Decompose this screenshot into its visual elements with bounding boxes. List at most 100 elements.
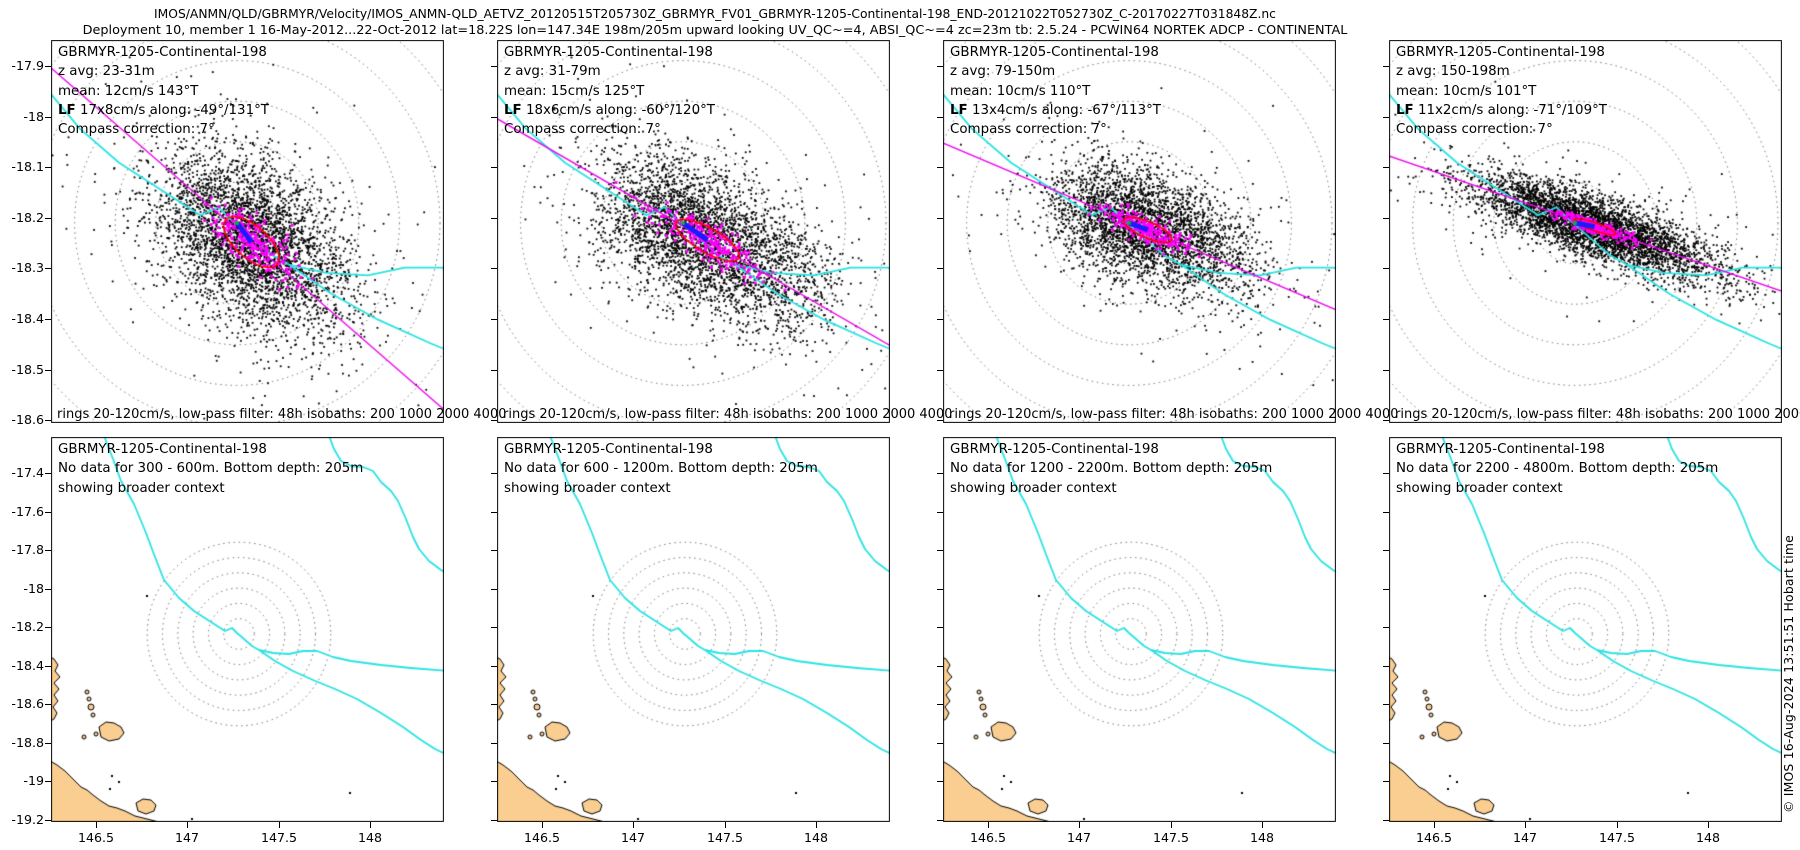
station-label: GBRMYR-1205-Continental-198 — [504, 442, 713, 457]
tick-mark — [45, 217, 51, 219]
map-panel-600-1200m: GBRMYR-1205-Continental-198 No data for … — [497, 437, 890, 822]
x-axis-tick-label: 147 — [1066, 830, 1092, 845]
panel-info-text: GBRMYR-1205-Continental-198 z avg: 23-31… — [58, 43, 269, 139]
tick-mark — [1383, 167, 1389, 169]
x-axis-tick-label: 147.5 — [1598, 830, 1636, 845]
depth-range-label: z avg: 150-198m — [1396, 64, 1510, 80]
y-axis-tick-label: -17.4 — [11, 465, 44, 480]
y-axis-tick-label: -19.2 — [11, 812, 44, 827]
panel-info-text: GBRMYR-1205-Continental-198 No data for … — [950, 440, 1272, 498]
station-label: GBRMYR-1205-Continental-198 — [504, 45, 713, 60]
rings-footer-label: rings 20-120cm/s, low-pass filter: 48h i… — [949, 407, 1397, 422]
map-canvas — [1389, 437, 1782, 822]
tick-mark — [1262, 822, 1263, 828]
lf-values: 11x2cm/s along: -71°/109°T — [1413, 102, 1607, 118]
tick-mark — [937, 550, 943, 552]
tick-mark — [1434, 822, 1435, 828]
tick-mark — [45, 588, 51, 590]
lf-prefix: LF — [58, 102, 76, 118]
tick-mark — [45, 66, 51, 67]
tick-mark — [491, 704, 497, 706]
station-label: GBRMYR-1205-Continental-198 — [58, 45, 267, 60]
tick-mark — [491, 217, 497, 219]
scatter-panel-depth-23-31m: GBRMYR-1205-Continental-198 z avg: 23-31… — [51, 40, 505, 423]
tick-mark — [370, 822, 371, 828]
y-axis-tick-label: -18.3 — [11, 260, 44, 276]
compass-correction-label: Compass correction: 7° — [504, 122, 661, 138]
y-axis-tick-label: -17.6 — [11, 503, 44, 519]
lf-values: 13x4cm/s along: -67°/113°T — [967, 102, 1161, 118]
map-canvas — [51, 437, 444, 822]
y-axis-tick-label: -18.8 — [11, 734, 44, 750]
x-axis-tick-label: 148 — [1249, 830, 1275, 845]
y-axis-tick-label: -18.1 — [11, 159, 44, 175]
tick-mark — [1383, 268, 1389, 270]
tick-mark — [1383, 550, 1389, 552]
tick-mark — [988, 822, 989, 828]
x-axis-tick-label: 147 — [174, 830, 200, 845]
tick-mark — [816, 822, 817, 828]
lowpass-stats-label: LF 18x6cm/s along: -60°/120°T — [504, 101, 715, 120]
tick-mark — [1383, 369, 1389, 371]
mean-current-label: mean: 15cm/s 125°T — [504, 83, 645, 99]
tick-mark — [491, 742, 497, 744]
tick-mark — [633, 822, 634, 828]
tick-mark — [937, 116, 943, 118]
tick-mark — [45, 369, 51, 371]
panel-info-text: GBRMYR-1205-Continental-198 No data for … — [58, 440, 363, 498]
tick-mark — [279, 822, 280, 828]
tick-mark — [491, 588, 497, 590]
rings-footer-label: rings 20-120cm/s, low-pass filter: 48h i… — [503, 407, 951, 422]
no-data-label: No data for 2200 - 4800m. Bottom depth: … — [1396, 461, 1719, 477]
x-axis-tick-label: 147.5 — [1152, 830, 1190, 845]
tick-mark — [491, 820, 497, 821]
y-axis-tick-label: -17.8 — [11, 542, 44, 558]
rings-footer-label: rings 20-120cm/s, low-pass filter: 48h i… — [1395, 407, 1800, 422]
y-axis-tick-label: -18 — [23, 580, 44, 596]
tick-mark — [491, 665, 497, 667]
map-canvas — [943, 437, 1336, 822]
tick-mark — [491, 167, 497, 169]
lf-prefix: LF — [504, 102, 522, 118]
lf-prefix: LF — [1396, 102, 1414, 118]
mean-current-label: mean: 10cm/s 110°T — [950, 83, 1091, 99]
tick-mark — [1383, 319, 1389, 320]
tick-mark — [491, 66, 497, 67]
lf-values: 18x6cm/s along: -60°/120°T — [521, 102, 715, 118]
station-label: GBRMYR-1205-Continental-198 — [58, 442, 267, 457]
panel-info-text: GBRMYR-1205-Continental-198 No data for … — [1396, 440, 1718, 498]
tick-mark — [725, 822, 726, 828]
tick-mark — [45, 704, 51, 706]
tick-mark — [45, 116, 51, 118]
tick-mark — [45, 665, 51, 667]
tick-mark — [1383, 511, 1389, 513]
tick-mark — [45, 167, 51, 169]
figure-subtitle-deployment: Deployment 10, member 1 16-May-2012...22… — [82, 23, 1348, 38]
y-axis-tick-label: -18.6 — [11, 696, 44, 712]
rings-footer-label: rings 20-120cm/s, low-pass filter: 48h i… — [57, 407, 505, 422]
station-label: GBRMYR-1205-Continental-198 — [950, 442, 1159, 457]
no-data-label: No data for 600 - 1200m. Bottom depth: 2… — [504, 461, 818, 477]
tick-mark — [45, 781, 51, 783]
tick-mark — [491, 473, 497, 474]
station-label: GBRMYR-1205-Continental-198 — [950, 45, 1159, 60]
tick-mark — [1383, 588, 1389, 590]
y-axis-tick-label: -18 — [23, 108, 44, 124]
tick-mark — [491, 369, 497, 371]
figure-title-filename: IMOS/ANMN/QLD/GBRMYR/Velocity/IMOS_ANMN-… — [154, 7, 1276, 21]
tick-mark — [45, 420, 51, 422]
tick-mark — [1708, 822, 1709, 828]
scatter-canvas — [51, 40, 444, 423]
lf-prefix: LF — [950, 102, 968, 118]
scatter-panel-depth-31-79m: GBRMYR-1205-Continental-198 z avg: 31-79… — [497, 40, 951, 423]
panel-info-text: GBRMYR-1205-Continental-198 No data for … — [504, 440, 818, 498]
tick-mark — [937, 473, 943, 474]
lowpass-stats-label: LF 13x4cm/s along: -67°/113°T — [950, 101, 1161, 120]
tick-mark — [491, 627, 497, 629]
y-axis-tick-label: -18.6 — [11, 412, 44, 428]
x-axis-tick-label: 147 — [620, 830, 646, 845]
map-panel-1200-2200m: GBRMYR-1205-Continental-198 No data for … — [943, 437, 1336, 822]
tick-mark — [542, 822, 543, 828]
mean-current-label: mean: 10cm/s 101°T — [1396, 83, 1537, 99]
context-label: showing broader context — [1396, 480, 1563, 496]
